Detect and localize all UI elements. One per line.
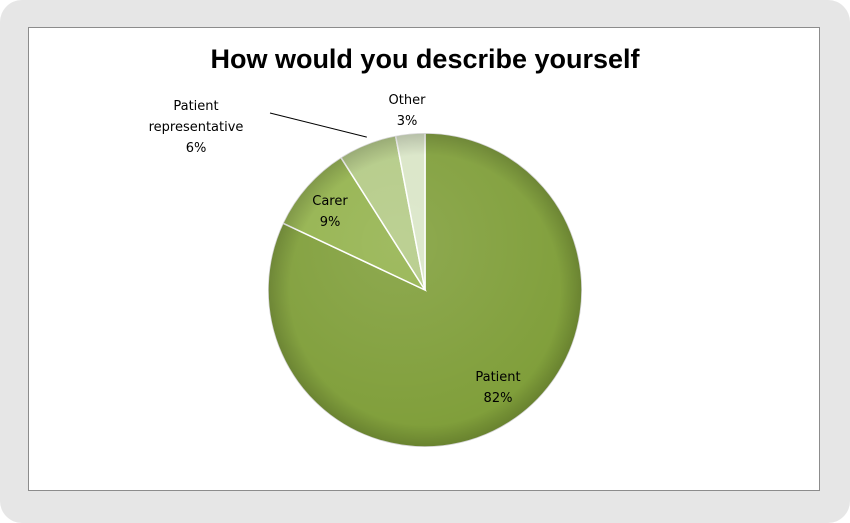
chart-title: How would you describe yourself (210, 44, 640, 74)
slice-label-carer: Carer 9% (312, 194, 348, 230)
slice-label-patient-representative: Patient representative 6% (149, 99, 244, 156)
slice-label-other: Other 3% (389, 93, 427, 129)
chart-area: How would you describe yourself Patient 8… (28, 27, 820, 491)
leader-line-patient-representative (269, 112, 367, 138)
pie-chart: Patient 82% Carer 9% Patient representative 6%… (149, 93, 583, 448)
slice-label-patient: Patient 82% (475, 370, 520, 406)
